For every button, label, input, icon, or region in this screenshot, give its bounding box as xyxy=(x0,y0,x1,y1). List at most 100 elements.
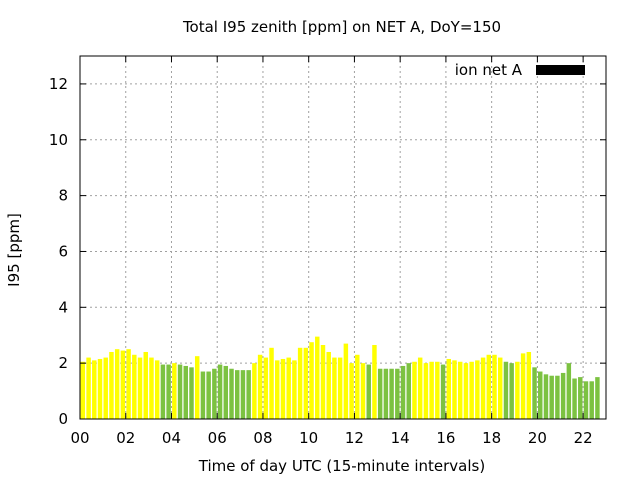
chart-title: Total I95 zenith [ppm] on NET A, DoY=150 xyxy=(182,18,501,36)
bar xyxy=(109,351,114,419)
bar xyxy=(515,361,520,419)
bar xyxy=(543,374,549,419)
bar xyxy=(223,365,229,419)
bar xyxy=(486,354,492,419)
bar xyxy=(149,357,154,419)
bar xyxy=(595,377,600,419)
bar xyxy=(332,357,337,419)
bar xyxy=(246,370,251,419)
y-tick-label: 0 xyxy=(58,410,68,428)
x-tick-label: 14 xyxy=(391,429,410,447)
x-ticks: 00 02 04 06 08 10 12 14 16 18 20 22 xyxy=(70,56,593,447)
bar xyxy=(343,343,349,419)
bar xyxy=(114,349,120,419)
bar xyxy=(177,364,183,419)
bar xyxy=(377,368,383,419)
bar xyxy=(160,364,166,419)
bar xyxy=(320,345,326,419)
bar xyxy=(372,345,377,419)
x-tick-label: 12 xyxy=(345,429,364,447)
bar xyxy=(589,381,594,419)
bar xyxy=(86,357,91,419)
bar xyxy=(360,363,366,419)
bar xyxy=(498,357,503,419)
x-tick-label: 16 xyxy=(436,429,455,447)
bar xyxy=(412,361,417,419)
x-tick-label: 04 xyxy=(162,429,181,447)
y-tick-label: 2 xyxy=(58,354,68,372)
bar xyxy=(583,381,589,419)
x-tick-label: 02 xyxy=(116,429,135,447)
bar xyxy=(263,357,269,419)
x-axis-label: Time of day UTC (15-minute intervals) xyxy=(198,457,485,475)
bar xyxy=(492,354,497,419)
bar xyxy=(194,356,200,419)
bar xyxy=(572,378,577,419)
bar xyxy=(355,354,360,419)
bar xyxy=(80,361,86,419)
bar xyxy=(435,361,440,419)
legend-label: ion net A xyxy=(455,61,523,79)
bar xyxy=(337,357,343,419)
bar xyxy=(520,353,526,419)
bar xyxy=(189,367,194,419)
bar xyxy=(132,354,137,419)
x-tick-label: 18 xyxy=(482,429,501,447)
bar xyxy=(532,367,537,419)
bar xyxy=(303,347,309,419)
bar xyxy=(423,363,429,419)
bar xyxy=(235,370,240,419)
y-tick-label: 8 xyxy=(58,187,68,205)
y-ticks: 0 2 4 6 8 10 12 xyxy=(49,75,606,428)
bar xyxy=(292,360,297,419)
bar xyxy=(555,375,560,419)
legend: ion net A xyxy=(455,61,585,79)
bar xyxy=(137,357,143,419)
bar xyxy=(560,372,566,419)
bar xyxy=(326,351,331,419)
bar xyxy=(154,360,160,419)
bar xyxy=(417,357,423,419)
x-tick-label: 10 xyxy=(299,429,318,447)
bar xyxy=(457,361,463,419)
bar xyxy=(400,365,406,419)
bar xyxy=(257,354,263,419)
bar xyxy=(440,364,446,419)
y-tick-label: 4 xyxy=(58,298,68,316)
bar xyxy=(503,361,509,419)
y-axis-label: I95 [ppm] xyxy=(5,213,23,287)
bar xyxy=(172,363,177,419)
bar xyxy=(463,363,469,419)
bar xyxy=(126,349,131,419)
bar xyxy=(349,363,354,419)
bar xyxy=(183,365,188,419)
bar xyxy=(452,360,457,419)
y-tick-label: 12 xyxy=(49,75,68,93)
bar xyxy=(578,377,583,419)
bar xyxy=(269,347,274,419)
bar xyxy=(406,363,411,419)
bar xyxy=(166,364,171,419)
plot-frame xyxy=(79,55,607,420)
bar xyxy=(200,371,206,419)
bar xyxy=(549,375,554,419)
x-tick-label: 22 xyxy=(574,429,593,447)
bar xyxy=(315,336,320,419)
bar xyxy=(280,358,286,419)
bar xyxy=(286,357,291,419)
grid-lines xyxy=(80,56,606,419)
bar xyxy=(469,361,474,419)
bar xyxy=(566,363,572,419)
x-tick-label: 08 xyxy=(253,429,272,447)
bar xyxy=(217,364,223,419)
bar xyxy=(389,368,394,419)
y-tick-label: 6 xyxy=(58,242,68,260)
bar xyxy=(143,351,148,419)
bar xyxy=(275,360,280,419)
legend-swatch xyxy=(536,65,585,75)
bar xyxy=(383,368,389,419)
bar xyxy=(252,363,257,419)
bar xyxy=(240,370,246,419)
bar xyxy=(120,350,126,419)
